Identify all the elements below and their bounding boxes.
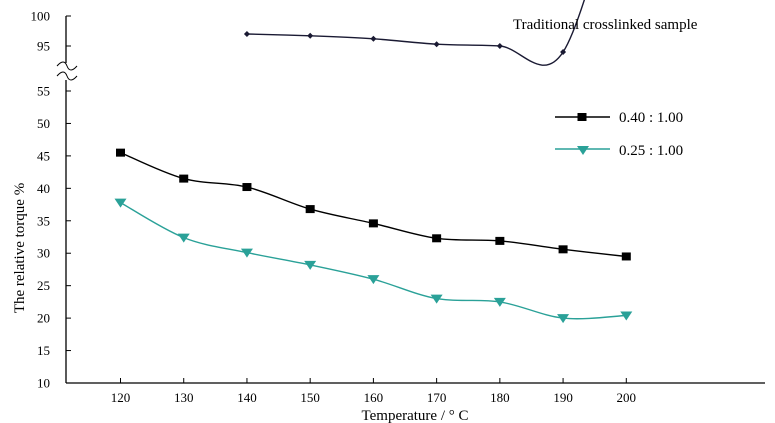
x-tick-label: 130 — [174, 390, 194, 405]
y-tick-label: 50 — [37, 116, 50, 131]
series-1-point — [243, 31, 250, 37]
y-tick-label: 95 — [37, 39, 50, 54]
series-2-point — [495, 236, 505, 245]
y-tick-label: 30 — [37, 246, 50, 261]
x-tick-label: 170 — [427, 390, 447, 405]
series-1-point — [370, 35, 377, 42]
series-2 — [116, 148, 631, 261]
y-axis-break-mark-top — [56, 61, 78, 71]
y-axis-title: The relative torque % — [12, 183, 28, 313]
x-tick-label: 140 — [237, 390, 257, 405]
y-tick-label: 15 — [37, 343, 50, 358]
legend-label-traditional-crosslinked-sample: Traditional crosslinked sample — [513, 17, 698, 33]
y-tick-label: 45 — [37, 148, 50, 163]
series-2-point — [621, 252, 631, 261]
y-tick-label: 35 — [37, 213, 50, 228]
legend: Traditional crosslinked sample 0.40 : 1.0… — [513, 17, 698, 159]
series-3-point — [493, 297, 506, 307]
y-tick-label: 20 — [37, 311, 50, 326]
x-tick-label: 190 — [553, 390, 573, 405]
series-3-point — [177, 233, 190, 243]
series-3-point — [240, 248, 253, 258]
y-axis-break-mark-bottom — [56, 71, 78, 81]
y-tick-label: 25 — [37, 278, 50, 293]
y-tick-label: 100 — [31, 9, 51, 24]
y-tick-label: 10 — [37, 376, 50, 391]
x-axis-title: Temperature / ° C — [362, 408, 469, 423]
series-3-point — [557, 314, 570, 324]
series-2-point — [558, 245, 568, 254]
series-2-point — [432, 234, 442, 243]
ticks: 120 130 140 150 160 170 180 190 200 10 15 20 25 30 35 4… — [31, 9, 637, 406]
legend-swatch-marker — [577, 146, 589, 155]
series-2-point — [242, 183, 252, 192]
x-tick-label: 160 — [364, 390, 384, 405]
series-layer — [114, 0, 633, 324]
series-1-point — [496, 43, 503, 49]
series-2-point — [179, 174, 189, 183]
series-3-point — [304, 260, 317, 270]
series-2-point — [368, 219, 378, 228]
series-3 — [114, 198, 633, 324]
x-tick-label: 150 — [300, 390, 320, 405]
series-2-point — [116, 148, 125, 157]
series-1-point — [433, 41, 440, 48]
y-tick-label: 40 — [37, 181, 50, 196]
x-tick-label: 120 — [111, 390, 131, 405]
legend-swatch-marker — [577, 113, 587, 121]
legend-entry-025: 0.25 : 1.00 — [555, 143, 683, 159]
series-3-point — [367, 275, 380, 285]
series-2-line — [120, 151, 627, 258]
x-tick-label: 200 — [617, 390, 637, 405]
series-1-point — [307, 32, 314, 39]
series-1 — [243, 0, 586, 66]
y-tick-label: 55 — [37, 84, 50, 99]
legend-label: 0.40 : 1.00 — [619, 110, 683, 126]
series-1-point — [560, 49, 567, 55]
series-3-point — [114, 198, 127, 208]
legend-label: 0.25 : 1.00 — [619, 143, 683, 159]
series-3-point — [430, 294, 443, 304]
series-2-point — [305, 205, 315, 214]
axes — [56, 16, 765, 384]
legend-entry-040: 0.40 : 1.00 — [555, 110, 683, 126]
series-1-line — [246, 0, 586, 66]
x-tick-label: 180 — [490, 390, 510, 405]
series-3-point — [620, 311, 633, 321]
